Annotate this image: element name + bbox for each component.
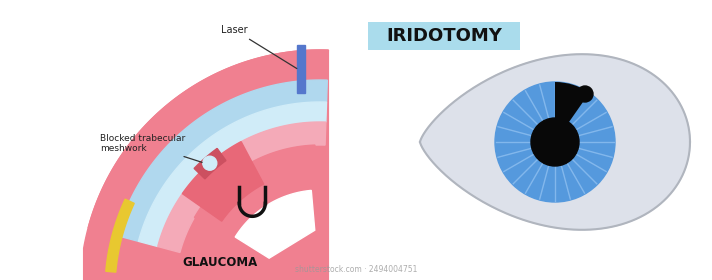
Circle shape: [577, 86, 593, 102]
FancyBboxPatch shape: [368, 22, 520, 50]
Polygon shape: [158, 122, 326, 253]
Text: Laser: Laser: [221, 25, 297, 69]
Text: shutterstock.com · 2494004751: shutterstock.com · 2494004751: [295, 265, 417, 274]
Circle shape: [531, 118, 579, 166]
Polygon shape: [83, 50, 328, 280]
Polygon shape: [194, 145, 317, 240]
Polygon shape: [235, 190, 315, 258]
Polygon shape: [88, 50, 328, 236]
Text: IRIDOTOMY: IRIDOTOMY: [386, 27, 502, 45]
Polygon shape: [420, 54, 690, 230]
Polygon shape: [297, 45, 305, 93]
Text: GLAUCOMA: GLAUCOMA: [182, 255, 258, 269]
Wedge shape: [555, 82, 590, 142]
Polygon shape: [106, 199, 134, 272]
Circle shape: [203, 156, 216, 170]
Polygon shape: [194, 148, 226, 179]
Polygon shape: [138, 102, 327, 246]
Polygon shape: [182, 142, 263, 221]
Polygon shape: [117, 80, 328, 241]
Text: Blocked trabecular
meshwork: Blocked trabecular meshwork: [100, 134, 202, 162]
Circle shape: [495, 82, 615, 202]
